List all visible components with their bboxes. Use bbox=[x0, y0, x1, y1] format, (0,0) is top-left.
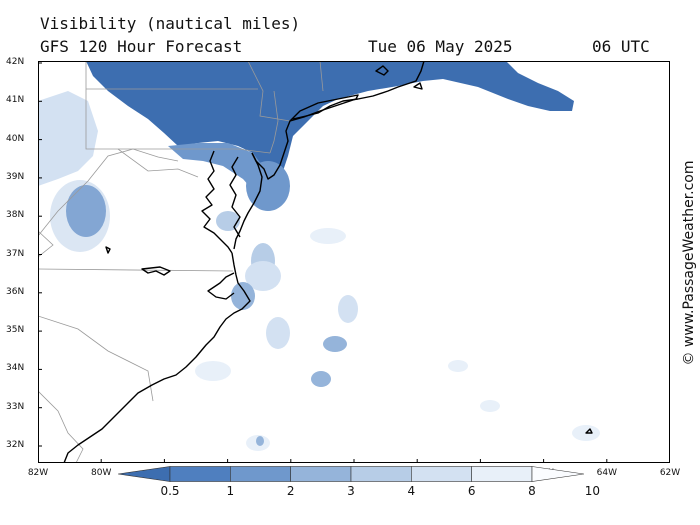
patch-offshore-2 bbox=[245, 261, 281, 291]
map-title: Visibility (nautical miles) bbox=[40, 14, 301, 33]
low-visibility-lighter-edge bbox=[168, 143, 278, 211]
patch-gulfstream-1 bbox=[323, 336, 347, 352]
visibility-colorbar bbox=[118, 466, 584, 482]
light-patch-west-virginia bbox=[50, 180, 110, 252]
colorbar-arrow-low bbox=[118, 466, 171, 482]
colorbar-segment bbox=[290, 466, 352, 482]
colorbar-segment bbox=[471, 466, 533, 482]
latitude-label: 36N bbox=[6, 286, 25, 297]
kentucky-border bbox=[38, 230, 54, 258]
forecast-subtitle: GFS 120 Hour Forecast bbox=[40, 37, 243, 56]
visibility-map bbox=[38, 61, 670, 463]
colorbar-arrow-high bbox=[531, 466, 584, 482]
forecast-date: Tue 06 May 2025 bbox=[368, 37, 513, 56]
colorbar-label: 0.5 bbox=[160, 484, 180, 498]
patch-offshore-5 bbox=[448, 360, 468, 372]
patch-outer-banks bbox=[231, 282, 255, 310]
latitude-label: 34N bbox=[6, 363, 25, 374]
patch-delmarva bbox=[246, 161, 290, 211]
patch-offshore-4 bbox=[310, 228, 346, 244]
colorbar-label: 8 bbox=[528, 484, 536, 498]
maryland-border bbox=[117, 148, 199, 178]
colorbar-label: 10 bbox=[584, 484, 600, 498]
low-visibility-area-northeast bbox=[86, 61, 574, 206]
latitude-label: 40N bbox=[6, 133, 25, 144]
colorbar-segment bbox=[169, 466, 231, 482]
coastline bbox=[63, 61, 593, 463]
latitude-label: 38N bbox=[6, 210, 25, 221]
coast-new-jersey bbox=[251, 120, 291, 180]
patch-gulfstream-2 bbox=[311, 371, 331, 387]
coast-chesapeake-west bbox=[201, 150, 233, 254]
longitude-label: 80W bbox=[91, 468, 112, 478]
coast-chesapeake-east bbox=[229, 156, 241, 238]
virginia-wv-border bbox=[38, 148, 179, 237]
georgia-border bbox=[38, 390, 84, 463]
patch-offshore-6 bbox=[480, 400, 500, 412]
passageweather-credit: © www.PassageWeather.com bbox=[681, 160, 697, 366]
colorbar-segment bbox=[350, 466, 412, 482]
coast-island-2 bbox=[585, 428, 593, 434]
state-borders bbox=[38, 61, 324, 463]
coast-island-1 bbox=[105, 246, 111, 254]
coast-sounds-1 bbox=[207, 272, 235, 300]
colorbar-label: 4 bbox=[407, 484, 416, 498]
patch-south-1 bbox=[195, 361, 231, 381]
pennsylvania-border bbox=[85, 61, 271, 154]
colorbar-segment bbox=[230, 466, 291, 482]
south-carolina-border bbox=[38, 315, 154, 402]
map-background bbox=[38, 61, 670, 463]
visibility-shading bbox=[38, 61, 600, 451]
longitude-label: 62W bbox=[659, 468, 681, 478]
coast-virginia-nc bbox=[63, 252, 251, 463]
latitude-label: 33N bbox=[6, 401, 25, 412]
latitude-label: 41N bbox=[6, 95, 25, 106]
patch-offshore-3 bbox=[338, 295, 358, 323]
colorbar-label: 3 bbox=[347, 484, 355, 498]
coast-long-island bbox=[289, 94, 359, 122]
patch-south-3 bbox=[256, 436, 264, 446]
patch-chesapeake bbox=[216, 211, 240, 231]
colorbar-segment bbox=[411, 466, 472, 482]
colorbar-label: 1 bbox=[226, 484, 235, 498]
new-england-border-1 bbox=[247, 61, 291, 122]
new-england-border-2 bbox=[319, 61, 324, 92]
latitude-label: 37N bbox=[6, 248, 25, 259]
coast-sounds-2 bbox=[141, 266, 171, 276]
longitude-label: 64W bbox=[596, 468, 617, 478]
latitude-label: 42N bbox=[6, 57, 25, 67]
coast-new-england bbox=[292, 61, 425, 120]
colorbar-label: 2 bbox=[286, 484, 295, 498]
coast-cape-cod bbox=[375, 65, 389, 76]
light-shading-west bbox=[38, 91, 98, 186]
coast-island-3 bbox=[413, 82, 423, 90]
latitude-label: 35N bbox=[6, 325, 25, 336]
virginia-border bbox=[38, 268, 234, 272]
longitude-label: 82W bbox=[27, 468, 49, 478]
patch-hatteras bbox=[266, 317, 290, 349]
latitude-label: 39N bbox=[6, 171, 25, 182]
forecast-time: 06 UTC bbox=[592, 37, 650, 56]
colorbar-label: 6 bbox=[467, 484, 476, 498]
new-jersey-border bbox=[269, 90, 279, 154]
latitude-label: 32N bbox=[6, 440, 25, 450]
map-frame bbox=[38, 61, 670, 463]
